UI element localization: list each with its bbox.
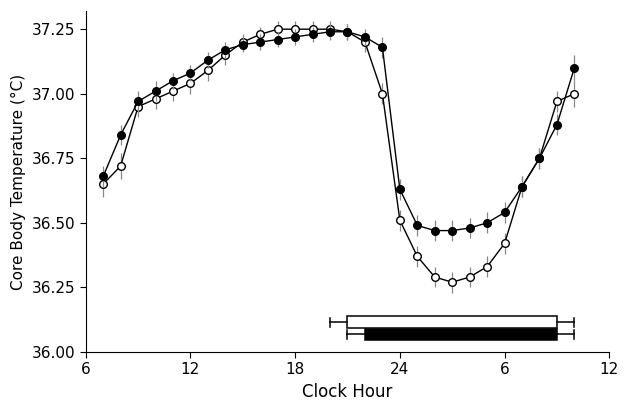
Bar — [365, 328, 557, 340]
Y-axis label: Core Body Temperature (°C): Core Body Temperature (°C) — [11, 73, 26, 290]
Bar — [348, 316, 557, 328]
X-axis label: Clock Hour: Clock Hour — [302, 383, 392, 401]
